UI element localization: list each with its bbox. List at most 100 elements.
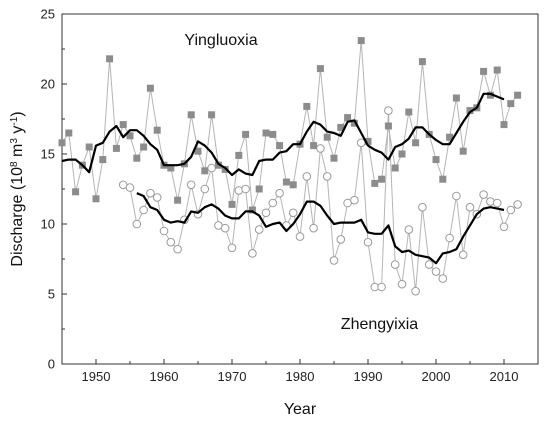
data-point — [364, 137, 372, 145]
x-tick-label: 2000 — [422, 369, 451, 384]
data-point — [166, 237, 176, 247]
data-point — [493, 66, 501, 74]
data-point — [479, 190, 488, 199]
data-point — [125, 183, 135, 192]
data-point — [85, 143, 93, 151]
data-point — [268, 198, 278, 208]
data-point — [480, 67, 488, 75]
data-point — [445, 233, 454, 243]
series-zhengyixia — [118, 106, 522, 296]
data-point — [486, 197, 495, 206]
x-tick-label: 1950 — [82, 369, 111, 384]
data-point — [391, 164, 399, 172]
data-point — [152, 193, 162, 202]
data-point — [65, 129, 73, 137]
x-tick-label: 2010 — [490, 369, 519, 384]
series-line — [136, 192, 505, 265]
data-point — [438, 274, 448, 283]
series-line — [61, 92, 505, 177]
data-point — [316, 65, 324, 73]
data-point — [513, 200, 522, 209]
y-tick-label: 25 — [41, 7, 55, 22]
y-tick-label: 20 — [41, 77, 55, 92]
data-point — [248, 206, 256, 214]
data-point — [235, 151, 243, 159]
data-point — [378, 175, 386, 183]
data-point — [357, 37, 365, 45]
data-point — [133, 154, 141, 162]
data-point — [322, 172, 332, 181]
data-point — [200, 184, 210, 194]
data-point — [506, 205, 516, 215]
data-point — [316, 144, 325, 153]
data-point — [350, 195, 359, 205]
data-point — [344, 114, 352, 122]
data-point — [431, 267, 441, 276]
data-point — [126, 132, 134, 140]
y-axis-title: Discharge (108 m3 y-1) — [9, 111, 27, 266]
data-point — [173, 244, 182, 254]
data-point — [412, 139, 420, 147]
data-point — [452, 191, 461, 201]
x-tick-label: 1970 — [218, 369, 247, 384]
data-point — [139, 205, 148, 215]
data-point — [398, 150, 406, 158]
data-point — [446, 133, 454, 141]
data-point — [146, 188, 155, 198]
data-point — [269, 130, 277, 138]
data-point — [323, 133, 331, 141]
data-point — [153, 126, 161, 134]
data-point — [234, 186, 244, 195]
data-point — [384, 122, 392, 130]
data-point — [132, 219, 142, 229]
y-tick-label: 0 — [48, 357, 55, 372]
data-point — [336, 235, 346, 244]
data-point — [411, 286, 420, 296]
data-point — [159, 226, 169, 236]
series-yingluoxia-moving-average — [61, 92, 505, 177]
data-point — [241, 184, 250, 194]
data-point — [330, 154, 338, 162]
data-point — [220, 223, 230, 233]
data-point — [507, 100, 515, 108]
data-point — [499, 222, 509, 232]
data-point — [404, 225, 414, 234]
data-point — [377, 282, 386, 292]
data-point — [424, 260, 434, 269]
data-point — [174, 196, 182, 204]
data-point — [242, 130, 250, 138]
data-point — [167, 164, 175, 172]
data-point — [119, 121, 127, 129]
data-point — [303, 102, 311, 110]
data-point — [418, 58, 426, 66]
data-point — [466, 107, 474, 115]
data-point — [146, 84, 154, 92]
data-point — [214, 161, 222, 169]
data-point — [106, 55, 114, 63]
data-point — [282, 178, 290, 186]
data-point — [350, 119, 358, 127]
data-point — [500, 121, 508, 129]
data-point — [262, 129, 270, 137]
data-point — [459, 147, 467, 155]
data-point — [418, 202, 427, 212]
data-point — [310, 142, 318, 150]
series-layer — [58, 37, 522, 296]
data-point — [289, 181, 297, 189]
data-point — [397, 279, 407, 289]
annotation-yingluoxia: Yingluoxia — [184, 32, 257, 49]
data-point — [302, 172, 312, 181]
data-point — [458, 250, 468, 260]
data-point — [452, 94, 460, 102]
data-point — [227, 243, 237, 253]
data-point — [309, 223, 318, 233]
data-point — [384, 106, 393, 115]
x-axis-title: Year — [284, 401, 317, 418]
data-point — [248, 249, 257, 258]
data-point — [371, 179, 379, 187]
data-point — [276, 142, 284, 150]
data-point — [208, 111, 216, 119]
data-point — [228, 200, 236, 208]
x-tick-label: 1980 — [286, 369, 315, 384]
annotation-zhengyixia: Zhengyixia — [341, 316, 418, 333]
